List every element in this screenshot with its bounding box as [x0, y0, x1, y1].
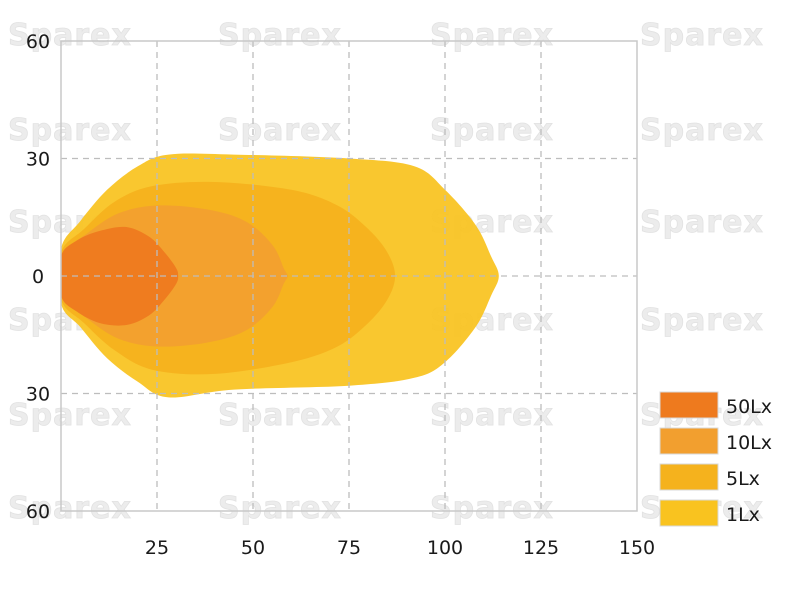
y-tick-label: 30: [26, 149, 50, 171]
watermark-text: Sparex: [640, 303, 764, 338]
x-tick-label: 100: [427, 537, 463, 559]
y-tick-label: 60: [26, 31, 50, 53]
legend-swatch: [659, 391, 719, 419]
legend-swatch: [659, 499, 719, 527]
watermark-text: Sparex: [8, 491, 132, 526]
legend: 50Lx 10Lx 5Lx 1Lx: [659, 391, 772, 527]
x-tick-label: 125: [523, 537, 559, 559]
x-tick-label: 75: [337, 537, 361, 559]
watermark-text: Sparex: [218, 18, 342, 53]
x-tick-label: 25: [145, 537, 169, 559]
y-tick-label: 0: [32, 266, 44, 288]
grid-lines: [61, 41, 637, 511]
legend-label: 10Lx: [726, 432, 772, 454]
y-tick-label: 60: [26, 501, 50, 523]
legend-label: 50Lx: [726, 396, 772, 418]
watermark-text: Sparex: [640, 205, 764, 240]
y-tick-label: 30: [26, 384, 50, 406]
axis-ticks: 25 50 75 100 125 150 60 30 0 30 60: [26, 31, 655, 559]
watermark-text: Sparex: [8, 113, 132, 148]
watermark-text: Sparex: [218, 113, 342, 148]
watermark-text: Sparex: [218, 491, 342, 526]
watermark-text: Sparex: [430, 398, 554, 433]
legend-swatch: [659, 427, 719, 455]
legend-swatch: [659, 463, 719, 491]
x-tick-label: 50: [241, 537, 265, 559]
watermark-text: Sparex: [640, 113, 764, 148]
watermark-text: Sparex: [430, 491, 554, 526]
watermark-text: Sparex: [640, 18, 764, 53]
x-tick-label: 150: [619, 537, 655, 559]
watermark-text: Sparex: [430, 18, 554, 53]
watermark-text: Sparex: [430, 113, 554, 148]
legend-label: 5Lx: [726, 468, 760, 490]
watermark-text: Sparex: [8, 18, 132, 53]
watermark-text: Sparex: [8, 398, 132, 433]
isolux-areas: [61, 153, 499, 398]
legend-label: 1Lx: [726, 504, 760, 526]
plot-frame: [60, 40, 638, 512]
watermark-text: Sparex: [218, 398, 342, 433]
